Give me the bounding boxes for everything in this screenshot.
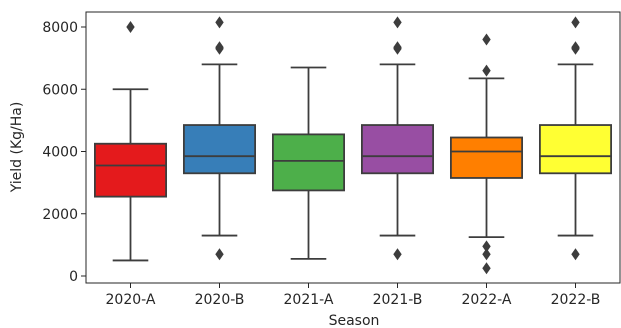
box-2022-B (539, 16, 613, 261)
y-axis-label: Yield (Kg/Ha) (9, 102, 25, 194)
box-2020-A (94, 21, 167, 262)
outlier-point (215, 248, 224, 261)
outlier-point (482, 64, 491, 77)
outlier-point (482, 33, 491, 46)
iqr-box (539, 124, 613, 175)
plot-area (85, 11, 621, 284)
x-axis-label: Season (329, 313, 380, 328)
x-tick-label: 2020-B (195, 292, 245, 308)
outlier-point (571, 16, 580, 29)
outlier-point (215, 16, 224, 29)
x-tick-label: 2022-B (551, 292, 601, 308)
x-tick-label: 2021-A (284, 292, 334, 308)
x-tick-label: 2021-B (373, 292, 423, 308)
box-2022-A (449, 33, 523, 275)
y-tick-label: 4000 (42, 145, 78, 161)
iqr-box (449, 136, 523, 179)
iqr-box (360, 124, 434, 175)
outlier-point (393, 41, 402, 54)
x-axis: 2020-A 2020-B 2021-A 2021-B 2022-A 2022-B (106, 283, 601, 308)
outlier-point (482, 240, 491, 253)
outlier-point (215, 41, 224, 54)
x-tick-label: 2022-A (462, 292, 512, 308)
outlier-point (393, 16, 402, 29)
outlier-point (126, 21, 135, 33)
plot-frame (85, 11, 621, 284)
outlier-point (393, 248, 402, 261)
y-tick-label: 0 (69, 269, 78, 285)
y-tick-label: 2000 (42, 207, 78, 223)
iqr-box (182, 124, 256, 175)
box-2020-B (182, 16, 256, 261)
outlier-point (482, 262, 491, 275)
iqr-box (271, 133, 345, 192)
x-tick-label: 2020-A (106, 292, 156, 308)
box-2021-A (271, 66, 345, 260)
y-axis: 0 2000 4000 6000 8000 (42, 20, 86, 285)
box-2021-B (360, 16, 434, 261)
outlier-point (571, 41, 580, 54)
y-tick-label: 6000 (42, 82, 78, 98)
outlier-point (482, 248, 491, 261)
iqr-box (94, 142, 167, 198)
y-tick-label: 8000 (42, 20, 78, 36)
outlier-point (571, 248, 580, 261)
